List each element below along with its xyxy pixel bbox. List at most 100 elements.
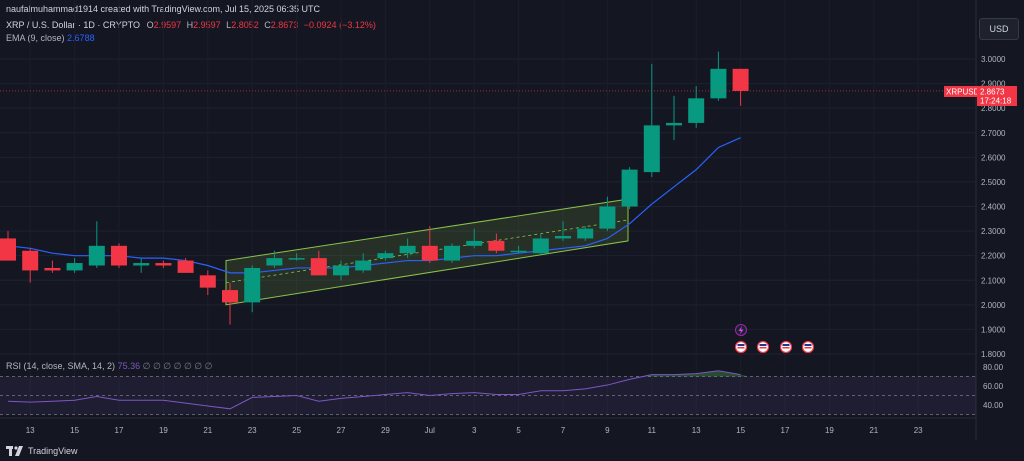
candle: [88, 221, 105, 268]
ema-label: EMA (9, close): [6, 33, 65, 43]
candle: [111, 243, 127, 268]
rsi-value: 75.36: [117, 361, 141, 371]
time-tick-label: 19: [159, 426, 168, 435]
price-tick-label: 3.0000: [981, 55, 1006, 64]
time-tick-label: 23: [914, 426, 923, 435]
time-tick-label: 15: [736, 426, 745, 435]
candle-body: [488, 240, 505, 251]
candle-body: [643, 125, 660, 173]
rsi-legend[interactable]: RSI (14, close, SMA, 14, 2) 75.36 ∅ ∅ ∅ …: [6, 361, 213, 372]
time-tick-label: 17: [115, 426, 124, 435]
time-tick-label: 3: [472, 426, 477, 435]
price-tag-symbol: XRPUSD: [946, 88, 980, 97]
candle-body: [466, 240, 483, 246]
time-tick-label: 11: [648, 426, 657, 435]
time-axis[interactable]: 13 15 17 19 21 23 25 27 29 Jul 3 5 7 9 11 13 15 17 19 21 23: [26, 426, 923, 435]
candle: [421, 226, 438, 264]
candle: [244, 265, 261, 313]
tradingview-logo[interactable]: TradingView: [6, 446, 78, 456]
candle-body: [244, 267, 261, 303]
ema-path: [7, 137, 741, 274]
close-label: C: [264, 20, 271, 30]
candle: [66, 258, 83, 273]
price-tick-label: 2.1000: [981, 276, 1006, 285]
candle: [355, 253, 372, 273]
candle-body: [0, 238, 16, 261]
candle-body: [155, 263, 172, 266]
low-label: L: [226, 20, 232, 30]
grid: [0, 58, 976, 355]
currency-button[interactable]: USD: [979, 18, 1019, 40]
symbol-title[interactable]: XRP / U.S. Dollar · 1D · CRYPTO: [6, 20, 141, 30]
low-value: 2.8052: [231, 20, 259, 30]
candle-body: [133, 263, 150, 266]
candle-body: [510, 250, 527, 253]
rsi-axis: 80.00 60.00 40.00: [983, 363, 1004, 410]
candle: [466, 228, 483, 249]
candle-body: [421, 245, 438, 261]
time-tick-label: 15: [70, 426, 79, 435]
time-tick-label: 21: [869, 426, 878, 435]
candle-body: [710, 68, 727, 99]
candle: [599, 196, 616, 232]
price-axis[interactable]: 3.0000 2.9000 2.8000 2.7000 2.6000 2.5000 2.40…: [981, 55, 1006, 359]
candle: [288, 253, 305, 261]
close-value: 2.8673: [270, 20, 299, 30]
candle: [732, 68, 749, 106]
price-tick-label: 2.3000: [981, 227, 1006, 236]
candle-body: [555, 236, 571, 239]
time-tick-label: 29: [381, 426, 390, 435]
us-flag-event-icon[interactable]: [734, 340, 748, 354]
last-price-tag: XRPUSD 2.8673 17:24:18: [944, 86, 1017, 106]
candle-body: [310, 258, 327, 276]
event-markers[interactable]: [734, 324, 815, 354]
rsi-tick-label: 40.00: [983, 401, 1004, 410]
candle: [333, 260, 349, 281]
time-tick-label: 19: [825, 426, 834, 435]
lightning-event-icon[interactable]: [735, 324, 747, 336]
candle-body: [111, 245, 127, 266]
time-tick-label: 23: [248, 426, 257, 435]
candle-body: [333, 265, 349, 276]
candle: [310, 250, 327, 276]
price-tag-symbol-bg: [944, 86, 977, 97]
price-tick-label: 1.8000: [981, 350, 1006, 359]
time-tick-label: 13: [26, 426, 35, 435]
us-flag-event-icon[interactable]: [801, 340, 815, 354]
candle-body: [222, 290, 238, 303]
candle: [444, 243, 460, 264]
price-tick-label: 1.9000: [981, 325, 1006, 334]
rsi-pane: [0, 370, 976, 415]
candle: [199, 270, 216, 295]
candle-body: [732, 68, 749, 91]
rsi-tick-label: 60.00: [983, 382, 1004, 391]
high-label: H: [186, 20, 194, 30]
candle-body: [599, 206, 616, 229]
candle-body: [288, 258, 305, 260]
candle: [44, 260, 61, 273]
price-tick-label: 2.2000: [981, 252, 1006, 261]
time-tick-label: 25: [292, 426, 301, 435]
candle: [377, 250, 394, 261]
candle: [488, 233, 505, 254]
price-tick-label: 2.4000: [981, 203, 1006, 212]
candle: [621, 167, 638, 209]
us-flag-event-icon[interactable]: [779, 340, 793, 354]
price-tick-label: 2.6000: [981, 153, 1006, 162]
candle: [555, 221, 571, 241]
candle: [0, 231, 16, 261]
rsi-tick-label: 80.00: [983, 363, 1004, 372]
ema-legend[interactable]: EMA (9, close) 2.6788: [6, 33, 95, 43]
candle-body: [666, 122, 682, 126]
time-tick-label: 7: [561, 426, 566, 435]
ema-value: 2.6788: [67, 33, 95, 43]
rsi-extra: ∅ ∅ ∅ ∅ ∅ ∅ ∅: [142, 361, 213, 371]
candle: [688, 86, 705, 128]
us-flag-event-icon[interactable]: [756, 340, 770, 354]
candle-body: [355, 260, 372, 271]
candle-body: [399, 245, 416, 254]
time-tick-label: 13: [692, 426, 701, 435]
time-tick-label: 21: [203, 426, 212, 435]
time-tick-label: 27: [337, 426, 346, 435]
